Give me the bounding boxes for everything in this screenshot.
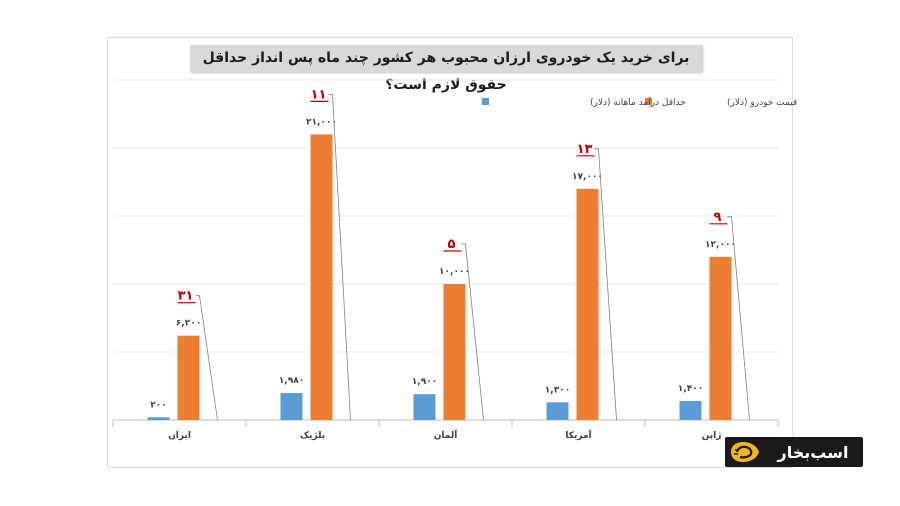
months-needed-label: ۵ (448, 237, 456, 252)
legend: قیمت خودرو (دلار) حداقل درآمد ماهانه (دل… (482, 96, 797, 108)
horse-icon (731, 442, 759, 462)
data-label-min-income: ۱,۹۰۰ (412, 377, 437, 387)
bar-car-price (709, 256, 732, 420)
legend-swatch-min-income (482, 98, 489, 105)
callout-leader-line (195, 295, 218, 421)
category-label: ایران (168, 431, 191, 441)
bar-min-income (679, 400, 702, 420)
bar-min-income (413, 394, 436, 420)
months-needed-label: ۱۳ (577, 142, 593, 157)
months-needed-label: ۳۱ (178, 289, 194, 304)
months-needed-label: ۹ (714, 210, 722, 225)
data-label-car-price: ۱۰,۰۰۰ (439, 267, 470, 277)
data-label-car-price: ۲۱,۰۰۰ (306, 117, 337, 127)
category-label: آمریکا (565, 429, 592, 441)
legend-swatch-car-price (645, 98, 652, 105)
bar-min-income (280, 393, 303, 420)
bar-min-income (147, 417, 170, 420)
callout-leader-line (594, 148, 617, 421)
callout-leader-line (727, 216, 750, 421)
data-label-min-income: ۲۰۰ (150, 400, 166, 410)
data-label-min-income: ۱,۴۰۰ (678, 384, 703, 394)
logo-text: اسب‌بخار (777, 443, 849, 462)
months-needed-label: ۱۱ (311, 87, 327, 102)
data-label-min-income: ۱,۳۰۰ (545, 385, 570, 395)
category-label: ژاپن (702, 431, 722, 441)
category-label: بلژیک (300, 431, 325, 441)
bar-min-income (546, 402, 569, 420)
bar-car-price (443, 284, 466, 420)
bar-car-price (310, 134, 333, 420)
asbe-bokhar-logo: اسب‌بخار (725, 437, 863, 467)
callout-leader-line (461, 243, 484, 421)
data-label-car-price: ۶,۲۰۰ (176, 319, 201, 329)
data-label-car-price: ۱۲,۰۰۰ (705, 240, 736, 250)
data-label-min-income: ۱,۹۸۰ (279, 376, 304, 386)
legend-label-car-price: قیمت خودرو (دلار) (727, 98, 797, 108)
data-label-car-price: ۱۷,۰۰۰ (572, 172, 603, 182)
bars (147, 134, 732, 420)
data-labels: ۲۰۰ ۶,۲۰۰ ۳۱ ایران ۱,۹۸۰ ۲۱,۰۰۰ ۱۱ بلژیک ۱,۹۰۰ ۱۰… (150, 87, 750, 441)
legend-label-min-income: حداقل درآمد ماهانه (دلار) (590, 96, 686, 108)
bar-car-price (576, 188, 599, 420)
callout-leader-line (328, 94, 351, 421)
category-label: آلمان (434, 429, 458, 441)
bar-car-price (177, 335, 200, 420)
chart-title: برای خرید یک خودروی ارزان محبوب هر کشور … (190, 45, 702, 93)
